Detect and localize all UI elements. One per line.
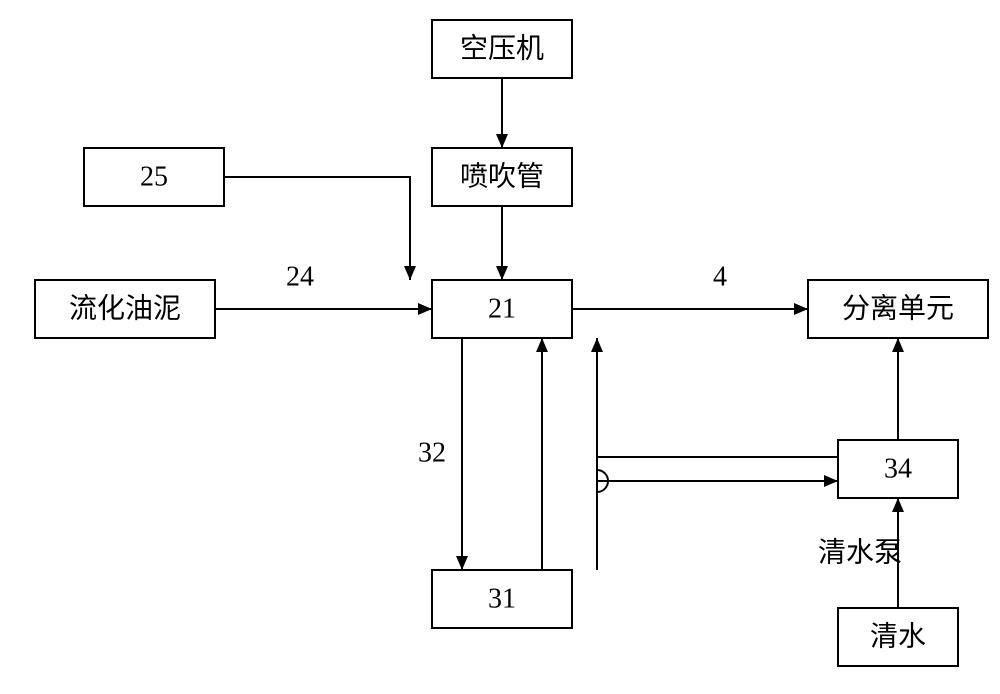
label-lpump: 清水泵 (818, 536, 902, 568)
node-n31: 31 (432, 570, 572, 628)
node-sludge: 流化油泥 (35, 280, 215, 338)
flowchart-canvas: 空压机喷吹管 25 流化油泥 21 分离单元 34 31 清水 24 4 32 清水泵 (0, 0, 1000, 694)
node-n34-label: 34 (884, 453, 912, 484)
label-l32: 32 (418, 437, 446, 468)
node-n31-label: 31 (488, 583, 516, 614)
node-sludge-label: 流化油泥 (69, 292, 181, 324)
label-l24: 24 (286, 261, 314, 292)
edge-e_31_34 (597, 481, 838, 570)
node-compressor-label: 空压机 (460, 32, 544, 64)
node-water: 清水 (838, 608, 958, 666)
node-sep: 分离单元 (808, 280, 988, 338)
node-n25: 25 (84, 148, 224, 206)
edge-e_34_21 (597, 338, 838, 492)
node-sep-label: 分离单元 (842, 292, 954, 324)
node-water-label: 清水 (870, 620, 926, 652)
node-blowpipe: 喷吹管 (432, 148, 572, 206)
label-l4: 4 (713, 261, 727, 292)
node-n34: 34 (838, 440, 958, 498)
node-n21-label: 21 (488, 293, 516, 324)
node-compressor: 空压机 (432, 20, 572, 78)
node-n21: 21 (432, 280, 572, 338)
node-n25-label: 25 (140, 161, 168, 192)
edge-e_25_21 (224, 177, 410, 280)
node-blowpipe-label: 喷吹管 (460, 160, 544, 192)
